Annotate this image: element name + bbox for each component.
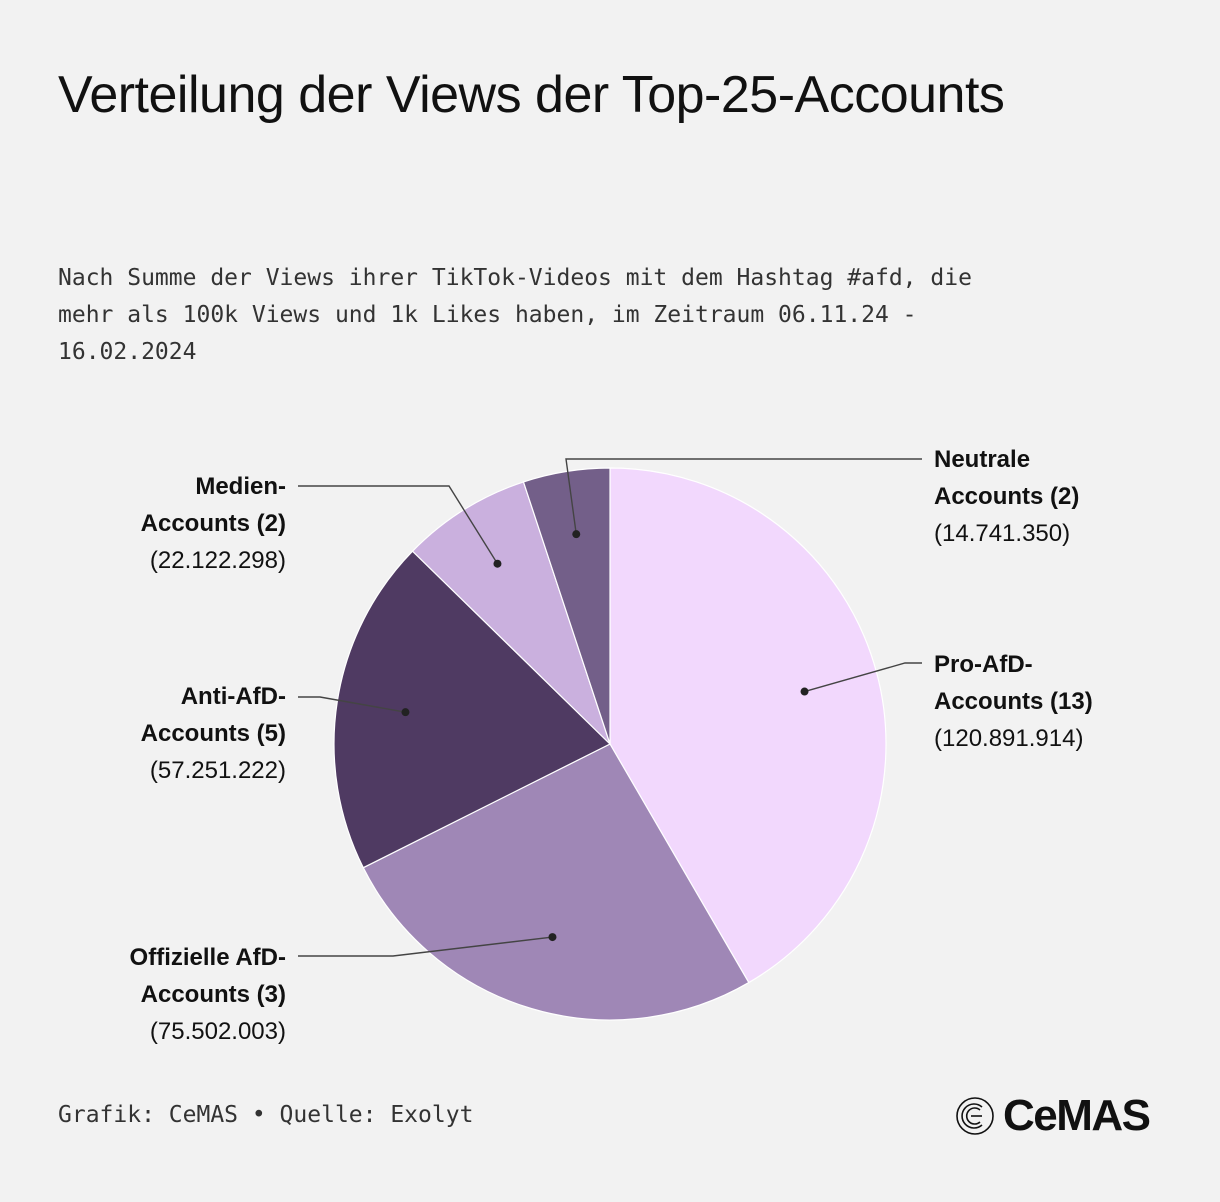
slice-label-value: (120.891.914) (934, 725, 1083, 752)
slice-label-name: Anti-AfD- (181, 683, 286, 710)
leader-line (298, 936, 553, 957)
pie-slice (362, 743, 750, 1021)
slice-label-name: Accounts (2) (141, 510, 286, 537)
cemas-logo-text: CeMAS (1003, 1091, 1151, 1140)
slice-label: Anti-AfD- Accounts (5) (57.251.222) (141, 683, 286, 784)
pie-slice (609, 467, 887, 984)
pie-slice (333, 550, 612, 869)
slice-label-name: Neutrale (934, 446, 1030, 473)
cemas-logo-icon (956, 1097, 994, 1135)
slice-label: Medien- Accounts (2) (22.122.298) (141, 473, 286, 574)
leader-dot (493, 559, 502, 568)
slice-label-value: (14.741.350) (934, 520, 1070, 547)
slice-label-name: Offizielle AfD- (130, 944, 286, 971)
leader-dot (572, 530, 581, 539)
leader-dot (548, 933, 557, 942)
leader-dot (800, 687, 809, 696)
slice-label: Pro-AfD- Accounts (13) (120.891.914) (934, 651, 1093, 752)
slice-label-name: Accounts (3) (141, 981, 286, 1008)
leader-dot (401, 708, 410, 717)
slice-label-name: Accounts (2) (934, 483, 1079, 510)
leader-line (565, 458, 922, 535)
slice-label-name: Medien- (195, 473, 286, 500)
chart-title: Verteilung der Views der Top-25-Accounts (58, 66, 1005, 124)
slice-label: Offizielle AfD- Accounts (3) (75.502.003) (130, 944, 286, 1045)
slice-label-value: (22.122.298) (150, 547, 286, 574)
slice-label-name: Accounts (13) (934, 688, 1093, 715)
slice-label: Neutrale Accounts (2) (14.741.350) (934, 446, 1079, 547)
chart-subtitle: Nach Summe der Views ihrer TikTok-Videos… (58, 265, 972, 365)
slice-label-name: Pro-AfD- (934, 651, 1033, 678)
cemas-logo: CeMAS (955, 1090, 1151, 1142)
pie-slice (522, 467, 611, 745)
slice-label-name: Accounts (5) (141, 720, 286, 747)
leader-line (298, 485, 499, 565)
leader-line (804, 662, 922, 693)
leader-line (298, 696, 406, 713)
slice-label-value: (57.251.222) (150, 757, 286, 784)
source-credit: Grafik: CeMAS • Quelle: Exolyt (58, 1102, 474, 1128)
slice-label-value: (75.502.003) (150, 1018, 286, 1045)
